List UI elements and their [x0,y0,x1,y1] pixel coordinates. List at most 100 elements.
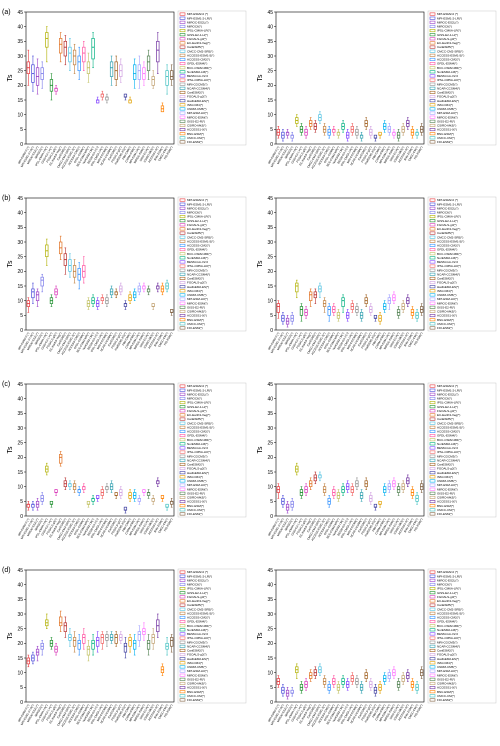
box-20 [364,669,368,682]
plot-frame [25,569,175,703]
box-31 [165,64,169,95]
box-18 [355,675,359,688]
legend-swatch [429,305,436,309]
legend-entry: INM-CM4(*) [437,661,453,665]
legend-swatch [429,434,436,438]
x-tick-label: CMCC-CM(*) [157,703,169,719]
legend-swatch [429,644,436,648]
plot-frame [275,569,425,703]
legend-entry: BESM-GA-V2.0 [187,446,208,450]
box-22 [373,503,378,511]
box-26 [142,282,146,293]
legend-entry: GISS-E2-1-H(*) [437,219,458,223]
box-10 [68,253,72,278]
box-10 [318,471,322,482]
legend-swatch [429,690,436,694]
legend-entry: FGOALS-g2(*) [187,95,207,99]
legend-entry: CanESM5(*) [437,417,454,421]
legend-entry: ACCESS-CM2(*) [187,616,210,620]
legend-swatch [179,49,186,53]
box-13 [332,675,336,688]
box-19 [359,489,364,502]
legend-entry: CNRM-CM5(*) [437,293,457,297]
x-tick-label: BNU-ESM(*) [403,145,414,161]
legend-swatch [429,215,436,219]
box-21 [369,303,373,316]
legend-swatch [179,409,186,413]
box-14 [86,500,91,508]
legend-swatch [429,103,436,107]
box-24 [383,300,387,313]
legend-entry: MPI-ESM-LR(*) [437,297,458,301]
legend-swatch [429,429,436,433]
legend-entry: MIROC6(*) [437,25,452,29]
y-tick-label: 30 [17,426,23,432]
y-tick-label: 20 [267,269,273,275]
legend-swatch [429,409,436,413]
legend-entry: MIROC-ESM(*) [437,487,458,491]
legend-entry: ACCESS-ESM1-5(*) [437,611,464,615]
legend-entry: FIO-ESM(*) [187,140,203,144]
y-tick-label: 0 [270,700,273,706]
legend-entry: ACCESS-CM2(*) [187,58,210,62]
legend-entry: GFDL-ESM4(*) [437,62,457,66]
legend: MPI-ESM2-0 (*)MPI-ESM1-2-LR(*)MIROC-ES2L… [177,382,247,518]
box-15 [91,634,95,656]
legend-entry: MIROC6(*) [187,583,202,587]
legend-entry: CNRM-CM5(*) [187,479,207,483]
box-11 [322,483,327,496]
box-15 [91,32,95,69]
box-26 [392,291,396,304]
legend-swatch [429,82,436,86]
legend-swatch [179,326,186,330]
y-tick-label: 30 [17,240,23,246]
y-tick-label: 35 [17,225,23,231]
legend-swatch [429,16,436,20]
box-29 [406,294,410,307]
box-5 [45,26,49,63]
box-21 [119,631,123,644]
legend-swatch [429,661,436,665]
x-tick-label: GISS-E2-R(*) [138,703,150,720]
x-tick-label: INM-CM4(*) [371,331,382,346]
x-tick-label: INM-CM4(*) [371,517,382,532]
box-body [133,640,137,650]
y-axis-label: Ts [257,260,264,268]
legend: MPI-ESM2-0 (*)MPI-ESM1-2-LR(*)MIROC-ES2L… [427,10,497,146]
box-8 [309,477,313,490]
legend-swatch [429,95,436,99]
box-30 [160,102,165,113]
legend-entry: BCC-CSM2-MR(*) [187,438,212,442]
box-27 [146,489,151,499]
plot-frame [25,197,175,331]
legend-entry: INM-CM4(*) [437,475,453,479]
y-axis-label: Ts [7,74,14,82]
box-30 [160,495,165,502]
plot-frame [275,383,425,517]
y-tick-label: 35 [17,597,23,603]
box-1 [26,49,30,86]
legend-entry: CMCC-CM2-SR5(*) [187,235,213,239]
legend-entry: MRI-CGCM3(*) [437,82,458,86]
legend-swatch [179,314,186,318]
y-tick-label: 45 [17,10,23,16]
legend-entry: ACCESS-CM2(*) [437,616,460,620]
box-28 [401,123,405,136]
box-15 [91,495,95,505]
y-tick-label: 15 [17,98,23,104]
x-tick-label: MIROC6(*) [34,703,44,717]
x-tick-label: INM-CM4(*) [121,145,132,160]
legend-entry: ACCESS-ESM1-5(*) [437,239,464,243]
legend-swatch [179,429,186,433]
legend-entry: HadGEM2-ES(*) [187,99,209,103]
legend: MPI-ESM2-0 (*)MPI-ESM1-2-LR(*)MIROC-ES2L… [177,568,247,704]
y-tick-label: 30 [17,612,23,618]
box-14 [86,640,91,662]
legend-swatch [429,53,436,57]
legend-entry: FIO-ESM(*) [437,698,453,702]
legend-swatch [429,458,436,462]
box-14 [86,52,91,83]
legend-entry: CanESM2(*) [437,91,454,95]
box-10 [318,663,322,676]
